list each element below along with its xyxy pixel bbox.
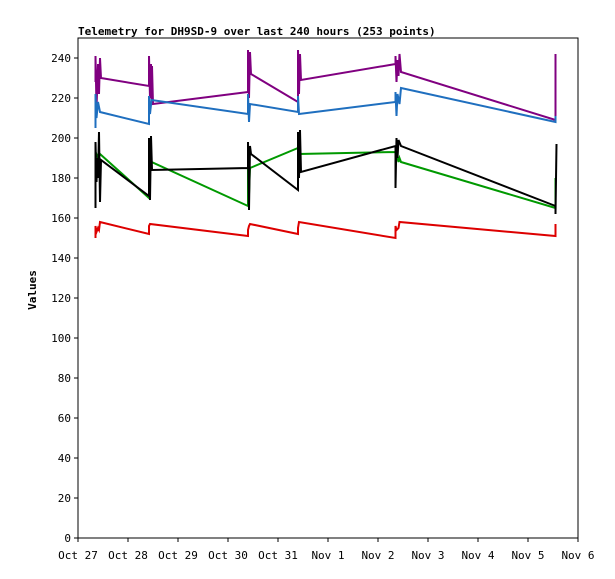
series-layer [94, 49, 558, 240]
y-tick-label: 140 [51, 252, 71, 265]
x-tick-label: Oct 28 [108, 549, 148, 562]
series-line-blue [94, 86, 557, 128]
series-line-purple [94, 49, 557, 122]
y-tick-label: 100 [51, 332, 71, 345]
x-tick-label: Nov 2 [361, 549, 394, 562]
x-tick-label: Oct 29 [158, 549, 198, 562]
x-tick-label: Nov 3 [411, 549, 444, 562]
plot-frame [77, 37, 579, 539]
y-tick-label: 220 [51, 92, 71, 105]
y-tick-label: 40 [58, 452, 71, 465]
axis-layer: 0 20 40 60 80 100 120 140 160 180 200 220 240 Oct 27 O… [51, 52, 594, 562]
series-line-black [94, 129, 558, 215]
x-tick-label: Oct 30 [208, 549, 248, 562]
chart-title: Telemetry for DH9SD-9 over last 240 hour… [78, 25, 436, 38]
x-tick-label: Oct 27 [58, 549, 98, 562]
y-tick-label: 180 [51, 172, 71, 185]
series-line-green [94, 146, 557, 210]
y-tick-label: 60 [58, 412, 71, 425]
x-tick-label: Nov 5 [511, 549, 544, 562]
y-axis-label: Values [26, 270, 39, 310]
series-line-red [94, 220, 557, 240]
x-tick-label: Nov 6 [561, 549, 594, 562]
x-tick-label: Nov 4 [461, 549, 494, 562]
y-tick-label: 80 [58, 372, 71, 385]
y-tick-label: 120 [51, 292, 71, 305]
x-tick-label: Oct 31 [258, 549, 298, 562]
y-tick-label: 200 [51, 132, 71, 145]
y-tick-label: 20 [58, 492, 71, 505]
y-tick-label: 240 [51, 52, 71, 65]
x-tick-label: Nov 1 [311, 549, 344, 562]
y-tick-label: 160 [51, 212, 71, 225]
y-tick-label: 0 [64, 532, 71, 545]
